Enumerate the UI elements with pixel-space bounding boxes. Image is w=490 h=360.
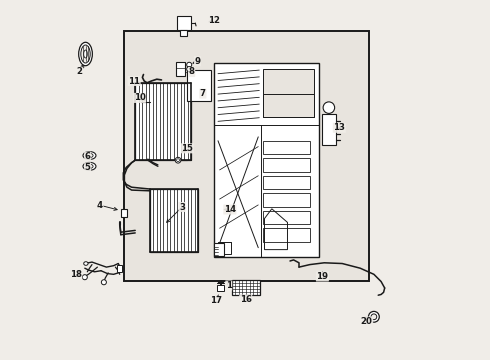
Ellipse shape bbox=[81, 45, 90, 63]
Text: 18: 18 bbox=[70, 270, 82, 279]
Bar bbox=[215, 63, 319, 257]
Bar bbox=[264, 228, 311, 242]
Bar bbox=[321, 114, 336, 145]
Bar bbox=[232, 280, 261, 295]
Circle shape bbox=[101, 280, 106, 285]
Bar bbox=[264, 211, 311, 224]
Circle shape bbox=[187, 62, 192, 67]
Circle shape bbox=[323, 102, 335, 113]
Circle shape bbox=[371, 314, 377, 320]
Bar bbox=[218, 242, 230, 254]
Text: 8: 8 bbox=[189, 68, 195, 77]
Circle shape bbox=[175, 157, 181, 163]
Text: 16: 16 bbox=[240, 295, 252, 304]
Text: 20: 20 bbox=[361, 317, 372, 326]
Circle shape bbox=[368, 311, 379, 322]
Circle shape bbox=[82, 275, 87, 280]
Ellipse shape bbox=[86, 164, 93, 168]
Bar bbox=[264, 141, 311, 154]
Text: 10: 10 bbox=[134, 94, 146, 102]
Text: 4: 4 bbox=[97, 201, 103, 210]
Text: 3: 3 bbox=[179, 202, 185, 211]
Text: 17: 17 bbox=[210, 296, 222, 305]
Ellipse shape bbox=[83, 152, 96, 159]
Text: 9: 9 bbox=[195, 57, 200, 66]
Bar bbox=[264, 176, 311, 189]
Bar bbox=[176, 62, 185, 76]
Text: 12: 12 bbox=[208, 16, 220, 25]
Text: 6: 6 bbox=[85, 152, 91, 161]
Text: 19: 19 bbox=[317, 272, 328, 281]
Text: 5: 5 bbox=[85, 163, 91, 172]
Bar bbox=[121, 209, 127, 217]
Text: 2: 2 bbox=[76, 68, 82, 77]
Ellipse shape bbox=[83, 162, 96, 170]
Text: 1: 1 bbox=[226, 281, 232, 290]
Bar bbox=[135, 83, 191, 160]
Circle shape bbox=[176, 159, 179, 162]
Bar bbox=[217, 285, 224, 291]
Bar bbox=[264, 193, 311, 207]
Ellipse shape bbox=[79, 42, 92, 66]
Bar bbox=[187, 70, 211, 101]
Bar bbox=[264, 158, 311, 172]
Bar bbox=[180, 30, 187, 36]
Bar bbox=[176, 16, 191, 30]
Bar bbox=[264, 69, 314, 117]
Ellipse shape bbox=[84, 262, 88, 265]
Bar bbox=[264, 94, 314, 117]
Bar bbox=[117, 265, 122, 272]
Circle shape bbox=[187, 67, 192, 72]
Text: 14: 14 bbox=[224, 205, 236, 214]
Text: 7: 7 bbox=[200, 89, 206, 98]
Bar bbox=[149, 189, 198, 252]
Bar bbox=[214, 243, 224, 256]
Text: 11: 11 bbox=[128, 77, 140, 85]
Bar bbox=[124, 31, 369, 281]
Text: 13: 13 bbox=[333, 123, 345, 132]
Ellipse shape bbox=[84, 50, 87, 58]
Ellipse shape bbox=[86, 153, 93, 158]
Text: 15: 15 bbox=[181, 144, 194, 153]
